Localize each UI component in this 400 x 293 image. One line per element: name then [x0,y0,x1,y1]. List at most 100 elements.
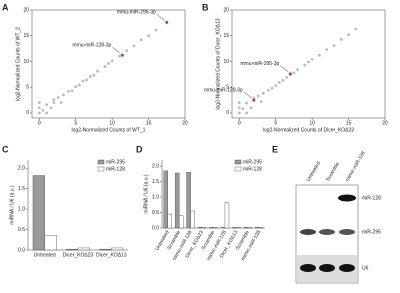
panel-letter: B [202,2,209,12]
point [56,96,60,99]
x-tick-label: 20 [182,120,188,126]
panel-letter: A [2,2,9,12]
y-axis-label: log2-Normalized Counts of WT_2 [15,27,21,101]
highlight-point [288,72,292,76]
highlight-point [252,98,256,102]
x-tick-label: 10 [309,120,315,126]
y-axis-label: miRNA / U6 (a.u.) [9,185,15,225]
y-tick-label: 0.0 [18,247,25,253]
panel-letter: D [136,144,143,154]
y-tick-label: 1.5 [152,179,159,185]
point [259,100,263,103]
row-label: U6 [362,265,369,271]
arrow [280,65,289,72]
bar [163,170,168,229]
y-tick-label: 15 [23,33,29,39]
point [74,85,78,89]
point [37,101,41,104]
legend-label: miR-295 [243,159,262,165]
highlight-point [120,53,124,57]
bar [186,172,191,229]
point [261,91,265,95]
bar [44,235,57,251]
legend-label: miR-295 [106,159,125,165]
point [52,98,56,101]
legend-swatch [234,159,242,165]
point [237,106,241,110]
x-tick-label: 5 [274,120,277,126]
point [67,89,70,93]
point [52,101,56,104]
point [332,44,336,47]
bar [174,172,180,229]
bar [255,227,260,229]
y-tick-label: 1.0 [18,206,25,212]
blot: E [272,144,359,284]
point [292,71,296,75]
point [267,88,270,92]
point [245,111,248,115]
bar [213,227,218,229]
band [319,264,335,272]
arrow [156,14,165,21]
point [249,106,253,110]
point [45,111,48,115]
x-tick-label: 10 [109,120,115,126]
bar [111,247,124,251]
point [125,49,129,53]
band [338,194,356,202]
point [45,103,48,107]
x-tick-label: 0 [38,120,41,126]
bar [259,227,264,229]
lane-label: Untreated [306,160,322,182]
point [252,96,256,100]
row-label: miR-295 [362,229,381,235]
x-tick-label: Dicer_KOΔ23 [63,252,94,258]
bar [209,227,214,229]
point [59,101,63,104]
bar [178,215,184,229]
x-axis-label: log2-Normalized Counts of Dicer_KOΔ23 [263,127,354,133]
bar [66,248,79,251]
y-tick-label: 20 [223,7,229,13]
point [118,54,121,58]
point [274,84,278,87]
point [245,101,248,105]
y-tick-label: 2.0 [152,164,159,170]
band [339,264,355,272]
bar [232,227,237,229]
point [310,57,314,61]
legend-label: miR-128 [106,166,125,172]
arrow [243,91,253,99]
point [92,73,96,77]
point [132,44,136,48]
point [256,94,260,98]
panel-letter: C [2,144,9,154]
y-tick-label: 2.0 [18,166,25,172]
point [77,83,81,87]
point [37,111,41,115]
bar [243,227,249,229]
point [110,59,114,63]
lane-label: Scramble [325,161,341,182]
lane-label: mimic-miR-128 [345,150,367,182]
point [41,108,45,112]
point [147,34,150,38]
x-tick-label: 5 [74,120,77,126]
plot-frame [231,9,386,119]
point [49,106,53,110]
bar [99,248,112,251]
y-tick-label: 0.0 [152,225,159,231]
y-axis-label: miRNA / U6 (a.u.) [143,174,149,214]
panel-letter: E [272,144,278,154]
band [300,264,316,272]
point [354,27,358,31]
point [296,68,299,72]
point [88,74,92,78]
plot-frame [31,9,186,119]
point [103,65,107,68]
legend-label: miR-128 [243,166,262,172]
point [241,107,245,111]
bar [32,175,45,251]
